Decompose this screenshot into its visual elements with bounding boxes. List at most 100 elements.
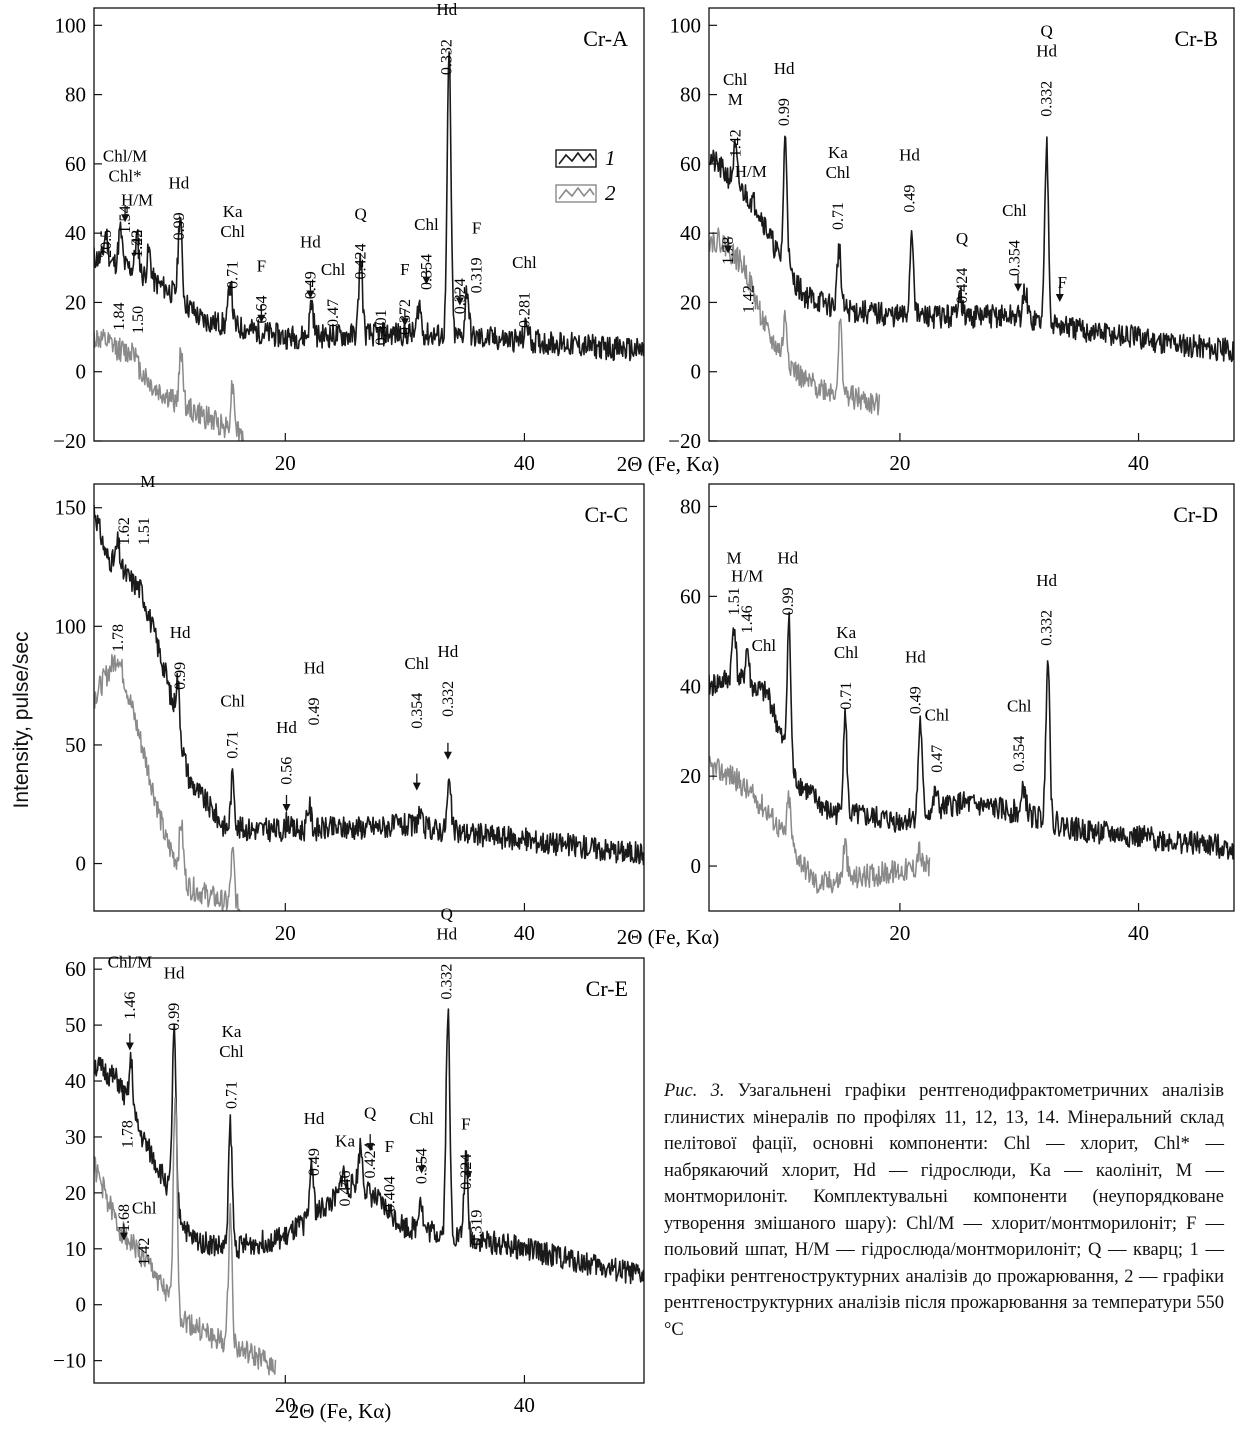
peak-label: H/M xyxy=(735,162,767,181)
peak-label: 0.424 xyxy=(362,1143,379,1179)
peak-label: 1.23 xyxy=(129,230,146,258)
y-tick-label: 80 xyxy=(680,83,701,107)
series-1-line xyxy=(94,1008,644,1285)
peak-label: Q xyxy=(441,905,453,924)
peak-label: Hd xyxy=(304,1109,325,1128)
y-tick-label: 20 xyxy=(65,1181,86,1205)
legend-label-1: 1 xyxy=(605,146,616,170)
peak-label: Ka xyxy=(836,623,856,642)
peak-label: Chl xyxy=(220,222,245,241)
peak-label: Chl xyxy=(512,253,537,272)
peak-label: 0.332 xyxy=(440,681,457,717)
peak-label: Hd xyxy=(170,623,191,642)
peak-label: 1.42 xyxy=(136,1238,153,1266)
y-tick-label: 20 xyxy=(680,290,701,314)
caption-lead: Рис. 3. xyxy=(664,1081,725,1101)
peak-arrowhead xyxy=(422,276,431,285)
peak-label: H/M xyxy=(121,191,153,210)
peak-arrowhead xyxy=(306,290,315,299)
peak-label: Hd xyxy=(276,718,297,737)
peak-arrowhead xyxy=(1055,293,1064,302)
peak-label: Chl xyxy=(409,1109,434,1128)
peak-arrowhead xyxy=(282,803,291,812)
peak-label: Q xyxy=(1041,22,1053,41)
legend: 1 2 xyxy=(555,146,616,205)
peak-label: 0.71 xyxy=(838,682,855,710)
peak-label: 0.332 xyxy=(1039,81,1056,117)
x-tick-label: 20 xyxy=(275,1393,296,1417)
figure-caption: Рис. 3. Узагальнені графіки рентгенодифр… xyxy=(664,1078,1224,1343)
peak-label: Chl xyxy=(1007,697,1032,716)
y-tick-label: 30 xyxy=(65,1125,86,1149)
peak-label: Q xyxy=(364,1104,376,1123)
peak-label: 0.401 xyxy=(373,309,390,345)
x-tick-label: 20 xyxy=(275,451,296,475)
x-tick-label: 40 xyxy=(514,1393,535,1417)
x-tick-label: 40 xyxy=(514,451,535,475)
peak-label: Chl/M xyxy=(103,146,147,165)
peak-label: 0.47 xyxy=(325,299,342,327)
peak-label: 0.319 xyxy=(469,1210,486,1246)
peak-label: 0.446 xyxy=(337,1171,354,1207)
peak-label: 0.424 xyxy=(353,244,370,280)
peak-label: F xyxy=(257,257,266,276)
series-2-line xyxy=(709,227,881,416)
peak-label: Hd xyxy=(169,173,190,192)
peak-label: Chl xyxy=(405,654,430,673)
peak-arrowhead xyxy=(724,245,733,254)
peak-label: 0.71 xyxy=(830,202,847,230)
peak-label: 0.99 xyxy=(776,98,793,126)
series-1-line xyxy=(709,135,1234,363)
peak-label: 0.354 xyxy=(1006,240,1023,276)
y-tick-label: 60 xyxy=(680,584,701,608)
peak-label: 1.42 xyxy=(740,285,757,313)
peak-label: 0.71 xyxy=(225,261,242,289)
y-tick-label: 50 xyxy=(65,1013,86,1037)
y-tick-label: −20 xyxy=(668,429,701,453)
peak-label: Ka xyxy=(222,1022,242,1041)
peak-arrowhead xyxy=(1014,283,1023,292)
peak-arrowhead xyxy=(455,297,464,306)
peak-label: 0.49 xyxy=(306,1148,323,1176)
peak-label: 1.51 xyxy=(726,587,743,615)
peak-label: 1.51 xyxy=(136,517,153,545)
peak-arrowhead xyxy=(400,318,409,327)
panel-title: Cr-A xyxy=(583,26,628,51)
peak-label: 0.354 xyxy=(1011,736,1028,772)
peak-label: Hd xyxy=(1036,571,1057,590)
peak-label: 1.46 xyxy=(739,605,756,633)
peak-label: Chl xyxy=(414,215,439,234)
y-tick-label: 150 xyxy=(55,496,87,520)
legend-swatch-1 xyxy=(555,149,597,168)
panel-cr-d: 0 20 40 60 80 20 40 Cr-D M 1.51 H/M 1.46 Chl Hd 0.99 Ka… xyxy=(680,483,1235,945)
peak-label: 1.78 xyxy=(119,1120,136,1148)
peak-label: 0.47 xyxy=(929,745,946,773)
peak-label: Hd xyxy=(1036,42,1057,61)
plot-frame xyxy=(93,957,645,1384)
peak-label: 0.99 xyxy=(166,1003,183,1031)
peak-label: F xyxy=(1057,273,1066,292)
peak-label: 1.84 xyxy=(111,302,128,330)
peak-label: 20.5 xyxy=(98,230,115,258)
peak-label: Hd xyxy=(438,642,459,661)
y-tick-label: 60 xyxy=(65,957,86,981)
peak-label: 0.424 xyxy=(954,268,971,304)
legend-swatch-2 xyxy=(555,184,597,203)
peak-label: 0.99 xyxy=(171,212,188,240)
peak-label: Chl xyxy=(723,70,748,89)
peak-label: M xyxy=(726,548,741,567)
peak-label: Chl xyxy=(220,692,245,711)
x-tick-label: 20 xyxy=(889,451,910,475)
peak-arrowhead xyxy=(257,314,266,323)
peak-label: 0.281 xyxy=(516,292,533,328)
x-tick-label: 40 xyxy=(1128,921,1149,945)
peak-arrowhead xyxy=(443,751,452,760)
y-tick-label: 0 xyxy=(691,854,702,878)
series-2-line xyxy=(709,755,931,894)
peak-label: Hd xyxy=(436,0,457,19)
peak-arrowhead xyxy=(119,1232,128,1241)
y-tick-label: 80 xyxy=(680,494,701,518)
peak-label: 0.71 xyxy=(224,1081,241,1109)
